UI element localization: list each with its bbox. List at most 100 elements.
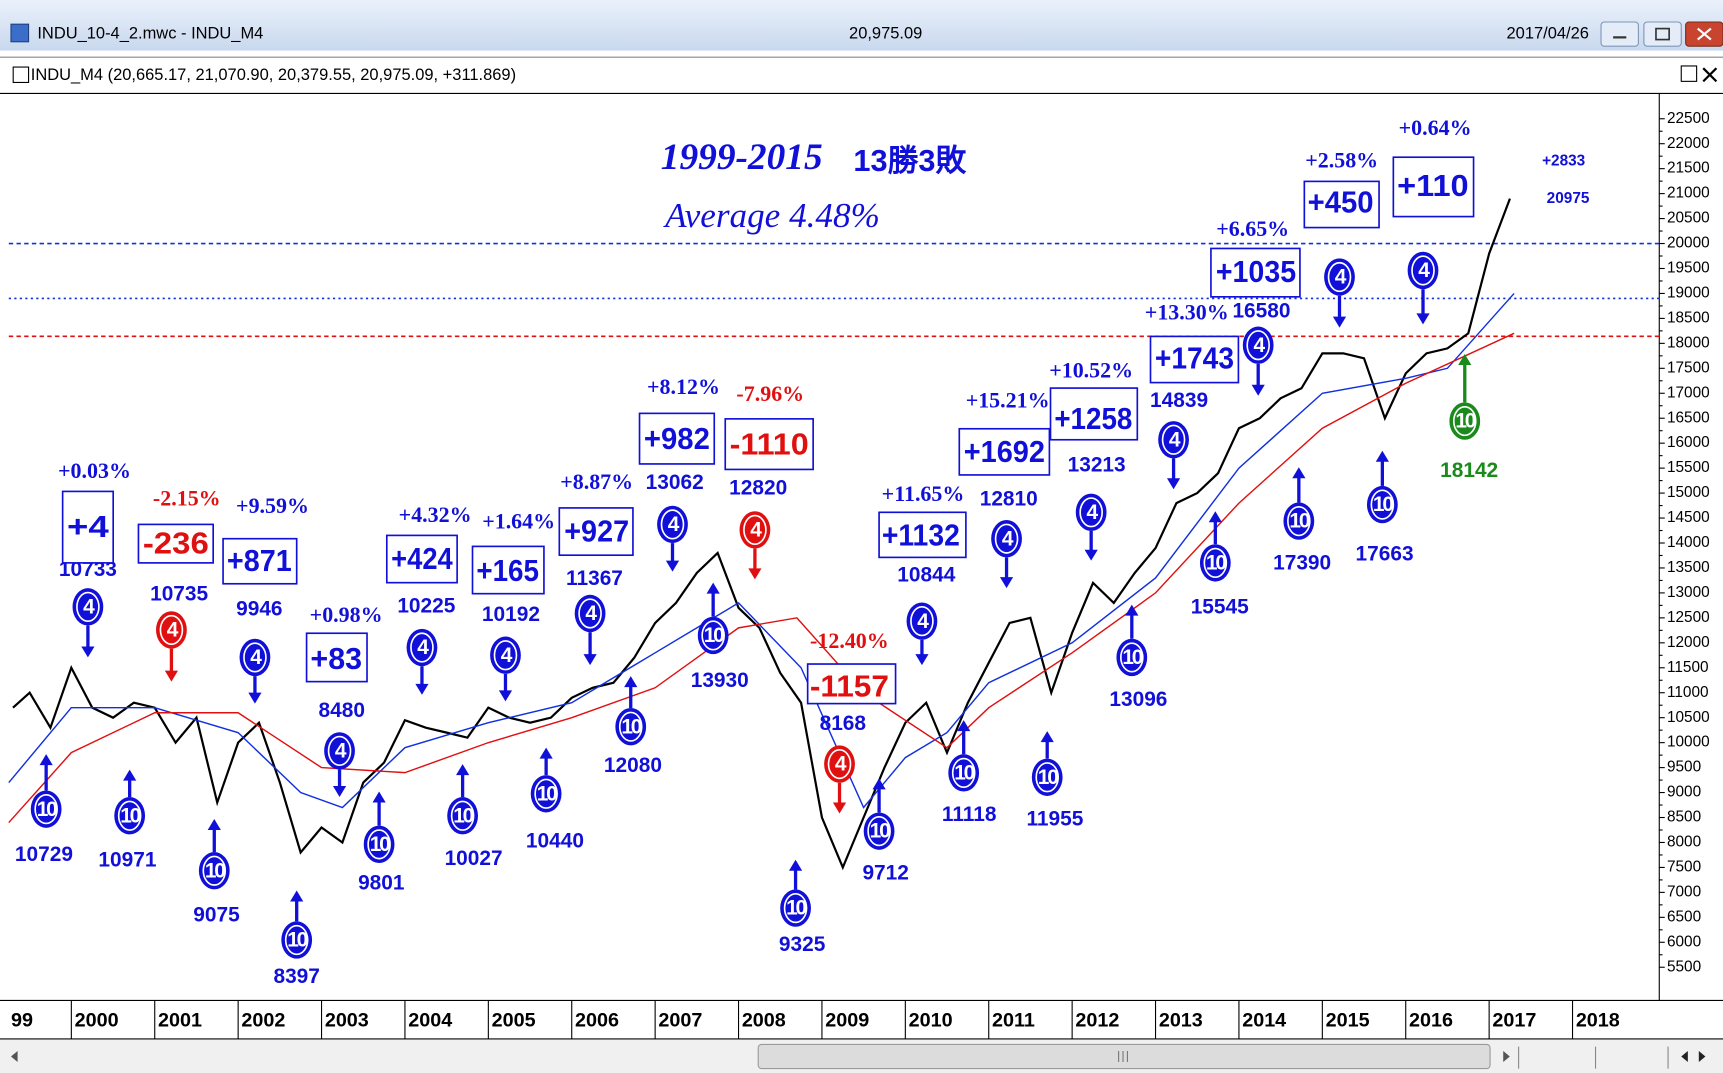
maximize-button[interactable] [1643, 21, 1682, 47]
signal-ring [367, 829, 391, 860]
signal-kind: 10 [537, 782, 557, 805]
y-tick-label: 22000 [1667, 135, 1710, 152]
signal-kind: 10 [120, 804, 140, 827]
y-tick-label: 21500 [1667, 160, 1710, 177]
scroll-thumb[interactable] [757, 1043, 1491, 1070]
sell-price: 8168 [820, 712, 866, 735]
signal-kind: 10 [1455, 410, 1475, 433]
window-title: INDU_10-4_2.mwc - INDU_M4 [37, 24, 263, 42]
signal-ring [1161, 424, 1186, 455]
signal-kind: 10 [1038, 766, 1058, 789]
step-forward[interactable] [1698, 1051, 1706, 1063]
chart-title: 1999-2015 [661, 137, 823, 178]
sell-arrowhead [583, 654, 597, 666]
sell-arrowhead [498, 690, 513, 702]
signal-ring [867, 816, 891, 847]
diff-label: +165 [476, 553, 539, 588]
pane-close[interactable] [1702, 67, 1718, 83]
signal-kind: 10 [704, 624, 724, 647]
y-tick-label: 18500 [1667, 309, 1710, 326]
y-tick-label: 19500 [1667, 260, 1710, 277]
signal-ring [493, 640, 518, 671]
window-price: 20,975.09 [849, 24, 922, 42]
signal-ring [994, 523, 1019, 554]
percent-label: +8.87% [560, 469, 633, 494]
percent-label: +0.98% [310, 602, 383, 627]
sell-price: 12820 [729, 477, 787, 500]
y-tick-label: 20000 [1667, 235, 1710, 252]
buy-arrowhead [123, 769, 137, 781]
buy-price: 17663 [1356, 543, 1414, 566]
sell-arrowhead [832, 802, 847, 814]
diff-label: +1743 [1155, 341, 1234, 376]
sell-price: 16580 [1232, 300, 1290, 323]
step-back[interactable] [1681, 1051, 1688, 1063]
diff-label: +424 [391, 541, 453, 576]
scroll-left[interactable] [10, 1051, 18, 1063]
x-tick-label: 2017 [1492, 1010, 1536, 1032]
diff-label: -1157 [810, 668, 889, 703]
buy-arrowhead [1375, 450, 1389, 462]
x-tick-label: 2004 [408, 1010, 452, 1032]
diff-label: +1258 [1054, 401, 1132, 436]
buy-price: 9075 [193, 903, 240, 926]
signal-ring [701, 620, 725, 651]
diff-label: +4 [67, 509, 109, 544]
signal-kind: 10 [786, 897, 806, 920]
y-tick-label: 20500 [1667, 210, 1710, 227]
signal-ring [1411, 255, 1435, 286]
buy-price: 17390 [1273, 551, 1331, 574]
sell-price: 10192 [482, 603, 540, 626]
diff-box [137, 523, 215, 564]
pane-restore[interactable] [1680, 65, 1698, 82]
signal-ring [827, 748, 852, 780]
diff-box [724, 418, 814, 471]
signal-ring [743, 514, 767, 546]
x-tick-label: 2006 [575, 1010, 619, 1032]
signal-kind: 10 [453, 804, 473, 827]
sell-arrowhead [1084, 549, 1098, 561]
title-bar [0, 0, 1723, 51]
x-tick-label: 99 [11, 1010, 33, 1032]
x-tick-label: 2001 [158, 1010, 202, 1032]
diff-label: +83 [310, 641, 362, 676]
diff-box [385, 534, 458, 584]
diff-box [1303, 180, 1380, 229]
sell-arrowhead [332, 786, 347, 798]
percent-label: +8.12% [647, 374, 720, 399]
sell-arrowhead [1251, 384, 1265, 396]
sell-arrowhead [164, 670, 179, 682]
minimize-button[interactable] [1600, 21, 1639, 47]
percent-label: -2.15% [153, 485, 221, 510]
sell-price: 12810 [980, 488, 1038, 511]
y-tick-label: 9500 [1667, 759, 1701, 776]
y-tick-label: 15500 [1667, 459, 1710, 476]
signal-ring [202, 855, 227, 886]
y-tick-label: 12000 [1667, 634, 1710, 651]
y-tick-label: 22500 [1667, 110, 1710, 127]
signal-ring [578, 598, 602, 629]
buy-arrowhead [788, 859, 803, 871]
moving-average [8, 332, 1515, 824]
signal-ring [243, 642, 267, 673]
buy-arrowhead [1292, 467, 1306, 479]
signal-ring [76, 591, 100, 622]
scroll-right[interactable] [1503, 1051, 1510, 1063]
diff-box [222, 537, 298, 585]
y-tick-label: 19000 [1667, 285, 1710, 302]
buy-price: 10729 [15, 843, 73, 866]
x-tick-label: 2011 [992, 1010, 1035, 1032]
y-tick-label: 13500 [1667, 559, 1710, 576]
buy-arrowhead [1125, 604, 1139, 616]
sell-price: 10733 [59, 558, 117, 581]
y-tick-label: 7000 [1667, 883, 1701, 900]
signal-kind: 10 [37, 798, 57, 821]
signal-ring [410, 632, 434, 663]
pane-icon [12, 66, 30, 84]
percent-label: +4.32% [399, 502, 472, 527]
y-tick-label: 14500 [1667, 509, 1710, 526]
buy-arrowhead [624, 676, 638, 688]
y-tick-label: 12500 [1667, 609, 1710, 626]
price-line [12, 198, 1511, 871]
